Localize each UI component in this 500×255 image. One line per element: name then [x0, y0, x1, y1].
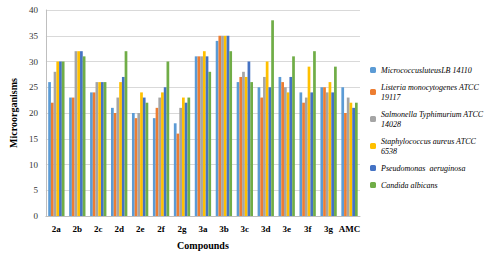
svg-text:3d: 3d	[261, 224, 271, 234]
svg-text:2a: 2a	[52, 224, 62, 234]
svg-text:3b: 3b	[219, 224, 229, 234]
svg-text:3a: 3a	[198, 224, 208, 234]
svg-text:30: 30	[29, 57, 39, 67]
svg-text:2f: 2f	[157, 224, 166, 234]
svg-text:Listeria monocytogenes ATCC: Listeria monocytogenes ATCC	[380, 83, 481, 92]
svg-text:25: 25	[29, 82, 39, 92]
svg-text:0: 0	[33, 211, 38, 221]
svg-text:3f: 3f	[304, 224, 313, 234]
svg-text:Microorganisms: Microorganisms	[8, 78, 19, 148]
svg-text:MicrococcusluteusLB 14110: MicrococcusluteusLB 14110	[380, 66, 472, 75]
svg-text:6538: 6538	[381, 147, 397, 156]
svg-text:3g: 3g	[324, 224, 334, 234]
svg-text:3c: 3c	[241, 224, 250, 234]
svg-text:Compounds: Compounds	[177, 240, 229, 251]
svg-text:19117: 19117	[381, 93, 401, 102]
svg-text:20: 20	[29, 108, 39, 118]
svg-text:35: 35	[29, 31, 39, 41]
svg-text:15: 15	[29, 134, 39, 144]
svg-text:3e: 3e	[282, 224, 291, 234]
svg-text:14028: 14028	[381, 120, 401, 129]
svg-text:Staphylococcus aureus ATCC: Staphylococcus aureus ATCC	[381, 137, 478, 146]
svg-text:2e: 2e	[136, 224, 145, 234]
svg-text:40: 40	[29, 5, 39, 15]
svg-text:AMC: AMC	[339, 224, 361, 234]
svg-text:Candida albicans: Candida albicans	[381, 181, 438, 190]
svg-text:Salmonella Typhimurium ATCC: Salmonella Typhimurium ATCC	[381, 110, 485, 119]
svg-text:10: 10	[29, 160, 39, 170]
svg-text:5: 5	[33, 185, 38, 195]
svg-text:Pseudomonas aeruginosa: Pseudomonas aeruginosa	[380, 164, 465, 173]
svg-text:2b: 2b	[73, 224, 83, 234]
svg-text:2d: 2d	[114, 224, 124, 234]
svg-text:2g: 2g	[178, 224, 188, 234]
svg-text:2c: 2c	[94, 224, 103, 234]
